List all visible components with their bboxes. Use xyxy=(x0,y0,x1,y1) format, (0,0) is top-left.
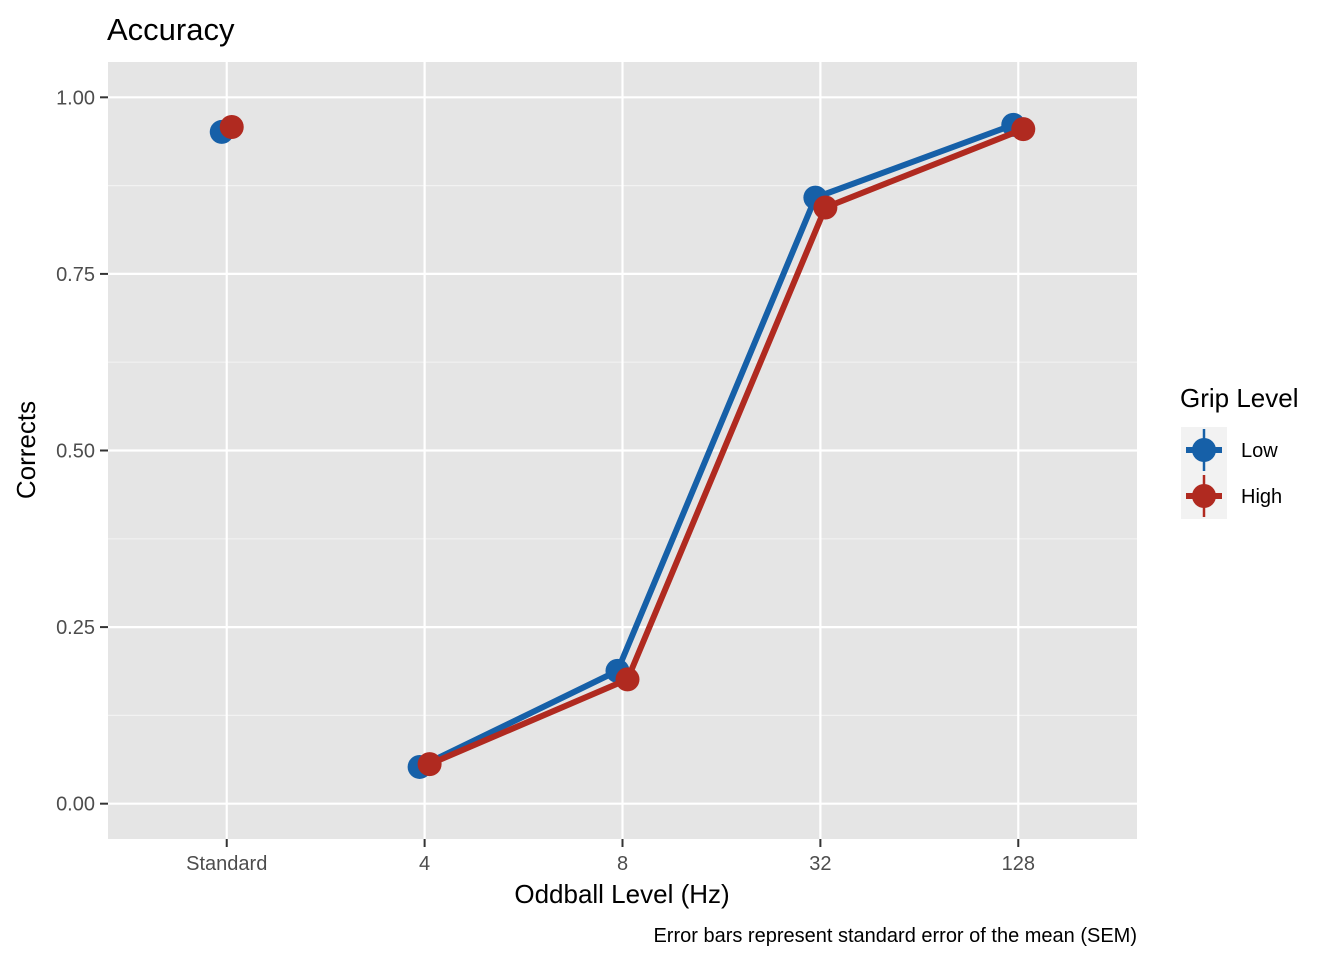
legend-item-high: High xyxy=(1181,473,1282,519)
legend-key-point xyxy=(1192,484,1216,508)
x-tick-label: 4 xyxy=(419,853,430,875)
y-tick-label: 0.00 xyxy=(56,794,95,816)
y-axis-title: Corrects xyxy=(11,401,41,499)
legend-title: Grip Level xyxy=(1180,383,1299,413)
x-axis: Standard 4 8 32 128 xyxy=(186,839,1035,875)
legend: Grip Level Low High xyxy=(1180,383,1299,519)
y-axis: 0.00 0.25 0.50 0.75 1.00 xyxy=(56,87,108,816)
series-high xyxy=(219,114,1036,777)
series-line xyxy=(428,126,1025,767)
x-tick-label: 8 xyxy=(617,853,628,875)
major-gridlines xyxy=(108,62,1137,839)
chart-title: Accuracy xyxy=(107,12,235,47)
legend-label: High xyxy=(1241,486,1282,508)
series-line xyxy=(418,122,1015,770)
legend-key-point xyxy=(1192,438,1216,462)
data-point xyxy=(813,195,838,220)
x-tick-label: Standard xyxy=(186,853,267,875)
x-tick-label: 32 xyxy=(809,853,831,875)
x-axis-title: Oddball Level (Hz) xyxy=(514,879,729,909)
x-tick-label: 128 xyxy=(1002,853,1035,875)
y-tick-label: 1.00 xyxy=(56,87,95,109)
data-point xyxy=(417,752,442,777)
data-point xyxy=(1011,117,1036,142)
chart-caption: Error bars represent standard error of t… xyxy=(653,925,1137,947)
y-tick-label: 0.75 xyxy=(56,264,95,286)
y-tick-label: 0.25 xyxy=(56,617,95,639)
series-layer xyxy=(209,112,1036,779)
data-point xyxy=(615,667,640,692)
data-point xyxy=(219,114,244,139)
legend-item-low: Low xyxy=(1181,427,1278,473)
legend-label: Low xyxy=(1241,440,1278,462)
y-tick-label: 0.50 xyxy=(56,441,95,463)
